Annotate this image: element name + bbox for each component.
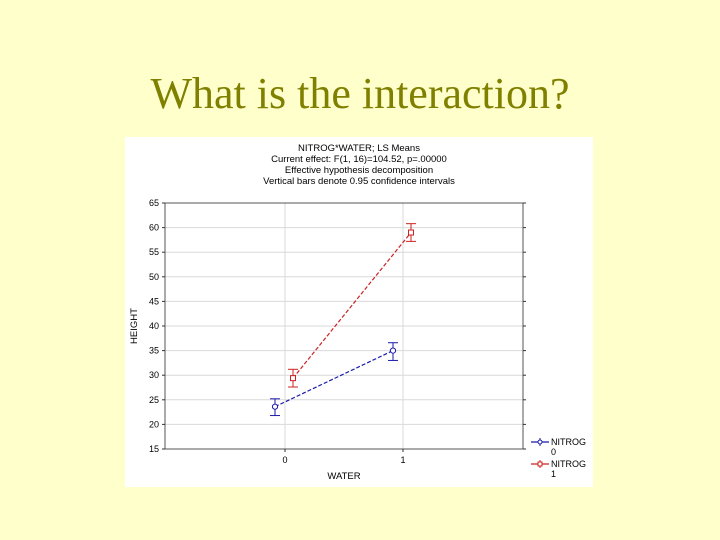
x-tick-label: 0 (282, 455, 287, 465)
chart-panel: NITROG*WATER; LS Means Current effect: F(… (125, 137, 593, 487)
y-tick-label: 15 (149, 444, 159, 454)
chart-axes: 15 20 25 30 35 40 45 50 55 60 65 0 1 WATER HEIGHT (129, 198, 526, 482)
y-tick-label: 55 (149, 247, 159, 257)
y-tick-label: 25 (149, 395, 159, 405)
x-axis-label: WATER (327, 471, 360, 482)
y-tick-label: 65 (149, 198, 159, 208)
chart-grid (165, 203, 523, 449)
legend-marker (537, 439, 543, 445)
y-tick-label: 50 (149, 272, 159, 282)
y-axis-label: HEIGHT (129, 308, 140, 344)
chart-title-line: Vertical bars denote 0.95 confidence int… (263, 176, 455, 187)
legend-label: NITROG (551, 437, 586, 447)
y-tick-label: 45 (149, 296, 159, 306)
y-tick-label: 30 (149, 370, 159, 380)
chart-title-line: NITROG*WATER; LS Means (298, 143, 420, 154)
legend-marker (537, 461, 543, 467)
y-tick-label: 60 (149, 223, 159, 233)
legend-label: 0 (551, 447, 556, 457)
chart-series (270, 223, 416, 417)
x-tick-label: 1 (400, 455, 405, 465)
data-point (271, 403, 279, 410)
y-tick-label: 35 (149, 346, 159, 356)
y-tick-label: 20 (149, 419, 159, 429)
series-line (292, 232, 412, 379)
y-tick-label: 40 (149, 321, 159, 331)
legend-label: NITROG (551, 459, 586, 469)
data-point (290, 375, 296, 382)
chart-title-line: Effective hypothesis decomposition (285, 165, 433, 176)
chart-title-line: Current effect: F(1, 16)=104.52, p=.0000… (271, 154, 447, 165)
data-point (389, 347, 397, 354)
slide-title: What is the interaction? (150, 69, 570, 118)
legend-label: 1 (551, 469, 556, 479)
series-line (274, 350, 394, 408)
data-point (408, 229, 414, 236)
